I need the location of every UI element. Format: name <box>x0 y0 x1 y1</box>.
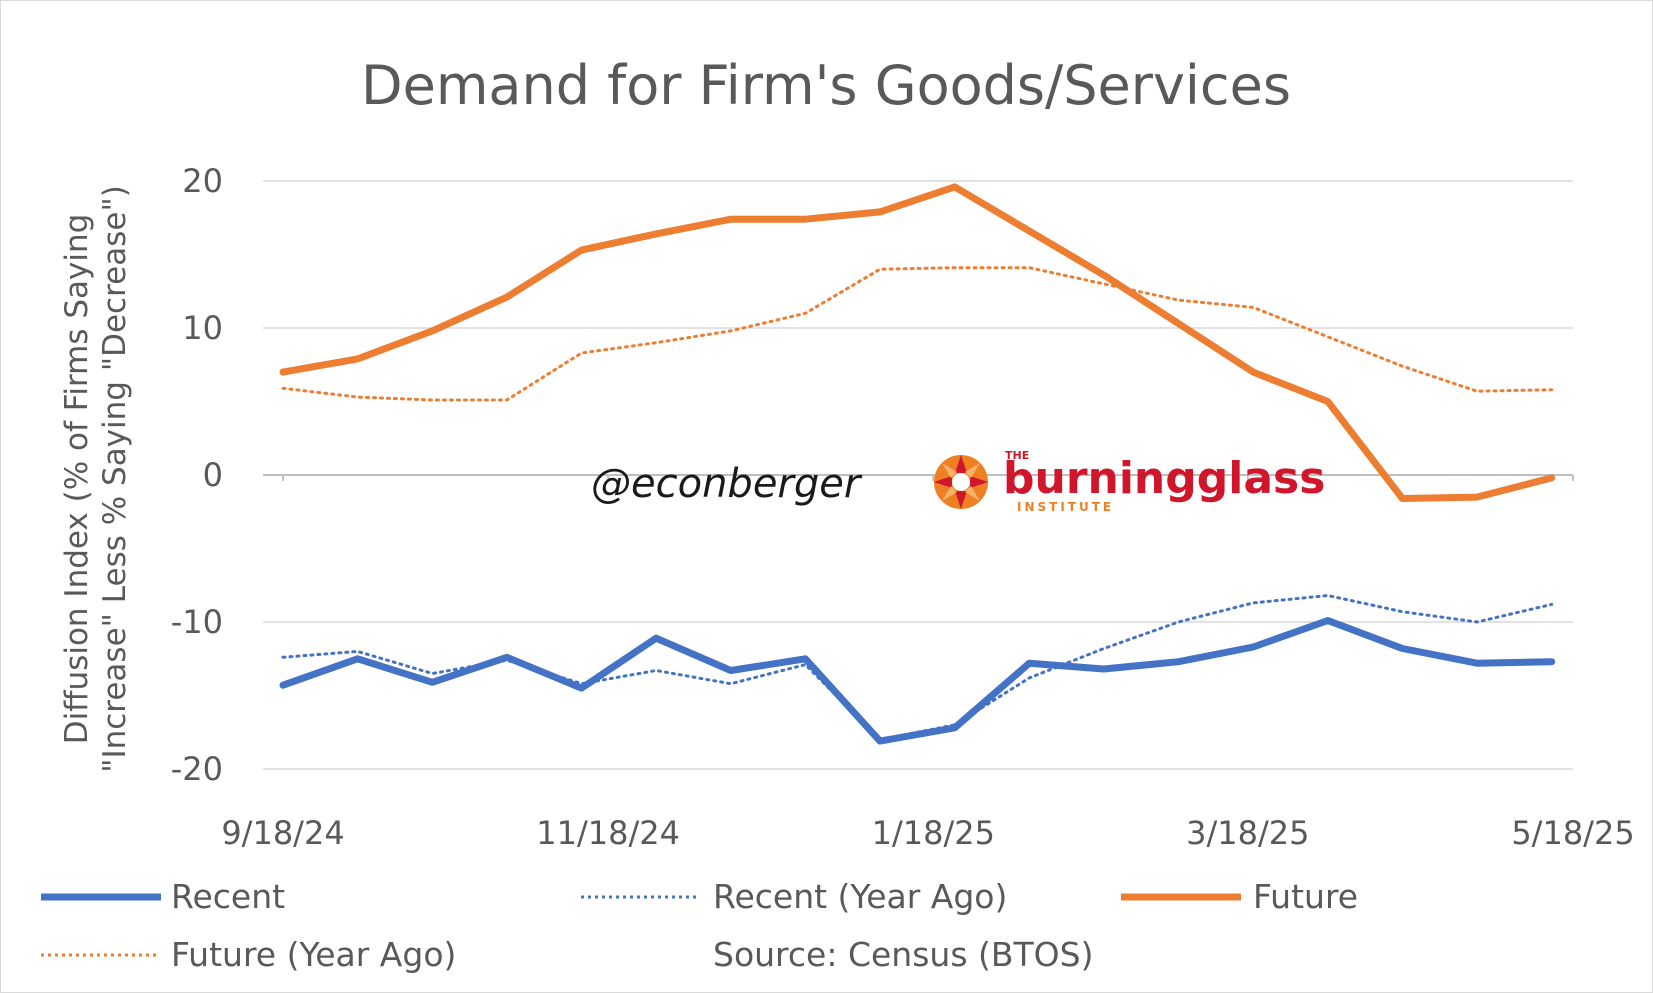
legend-label-future-year-ago: Future (Year Ago) <box>171 935 456 974</box>
series-line-recent <box>279 617 1556 745</box>
series-lines <box>279 183 1556 745</box>
source-note: Source: Census (BTOS) <box>713 935 1093 974</box>
y-tick-label: 20 <box>182 162 223 200</box>
series-line-future <box>279 183 1556 502</box>
gridlines <box>263 180 1573 770</box>
x-tick-label: 11/18/24 <box>536 814 680 852</box>
legend: Recent Recent (Year Ago) Future Future (… <box>41 877 1358 974</box>
legend-label-recent: Recent <box>171 877 285 916</box>
y-tick-label: 10 <box>182 309 223 347</box>
y-axis-ticks: 20 10 0 -10 -20 <box>171 162 223 788</box>
x-tick-label: 9/18/24 <box>221 814 344 852</box>
watermark-handle: @econberger <box>591 461 863 507</box>
logo-text-name: burningglass <box>1003 453 1325 504</box>
sun-logo-icon <box>934 455 988 509</box>
y-axis-title: Diffusion Index (% of Firms Saying "Incr… <box>59 185 133 773</box>
y-tick-label: 0 <box>203 456 223 494</box>
logo-text-the: THE <box>1005 449 1029 462</box>
y-axis-title-line-2: "Increase" Less % Saying "Decrease") <box>97 185 133 773</box>
y-tick-label: -20 <box>171 750 223 788</box>
x-tick-label: 1/18/25 <box>872 814 995 852</box>
x-tick-label: 3/18/25 <box>1186 814 1309 852</box>
y-axis-title-line-1: Diffusion Index (% of Firms Saying <box>59 214 95 745</box>
burning-glass-logo: THE burningglass INSTITUTE <box>934 449 1325 514</box>
y-tick-label: -10 <box>171 603 223 641</box>
series-line-future-year-ago <box>281 266 1554 402</box>
legend-label-recent-year-ago: Recent (Year Ago) <box>713 877 1007 916</box>
legend-label-future: Future <box>1253 877 1358 916</box>
chart-title: Demand for Firm's Goods/Services <box>361 54 1291 117</box>
watermark: @econberger <box>591 461 863 507</box>
x-axis-ticks: 9/18/24 11/18/24 1/18/25 3/18/25 5/18/25 <box>221 475 1635 852</box>
x-tick-label: 5/18/25 <box>1511 814 1634 852</box>
logo-text-institute: INSTITUTE <box>1017 500 1114 514</box>
